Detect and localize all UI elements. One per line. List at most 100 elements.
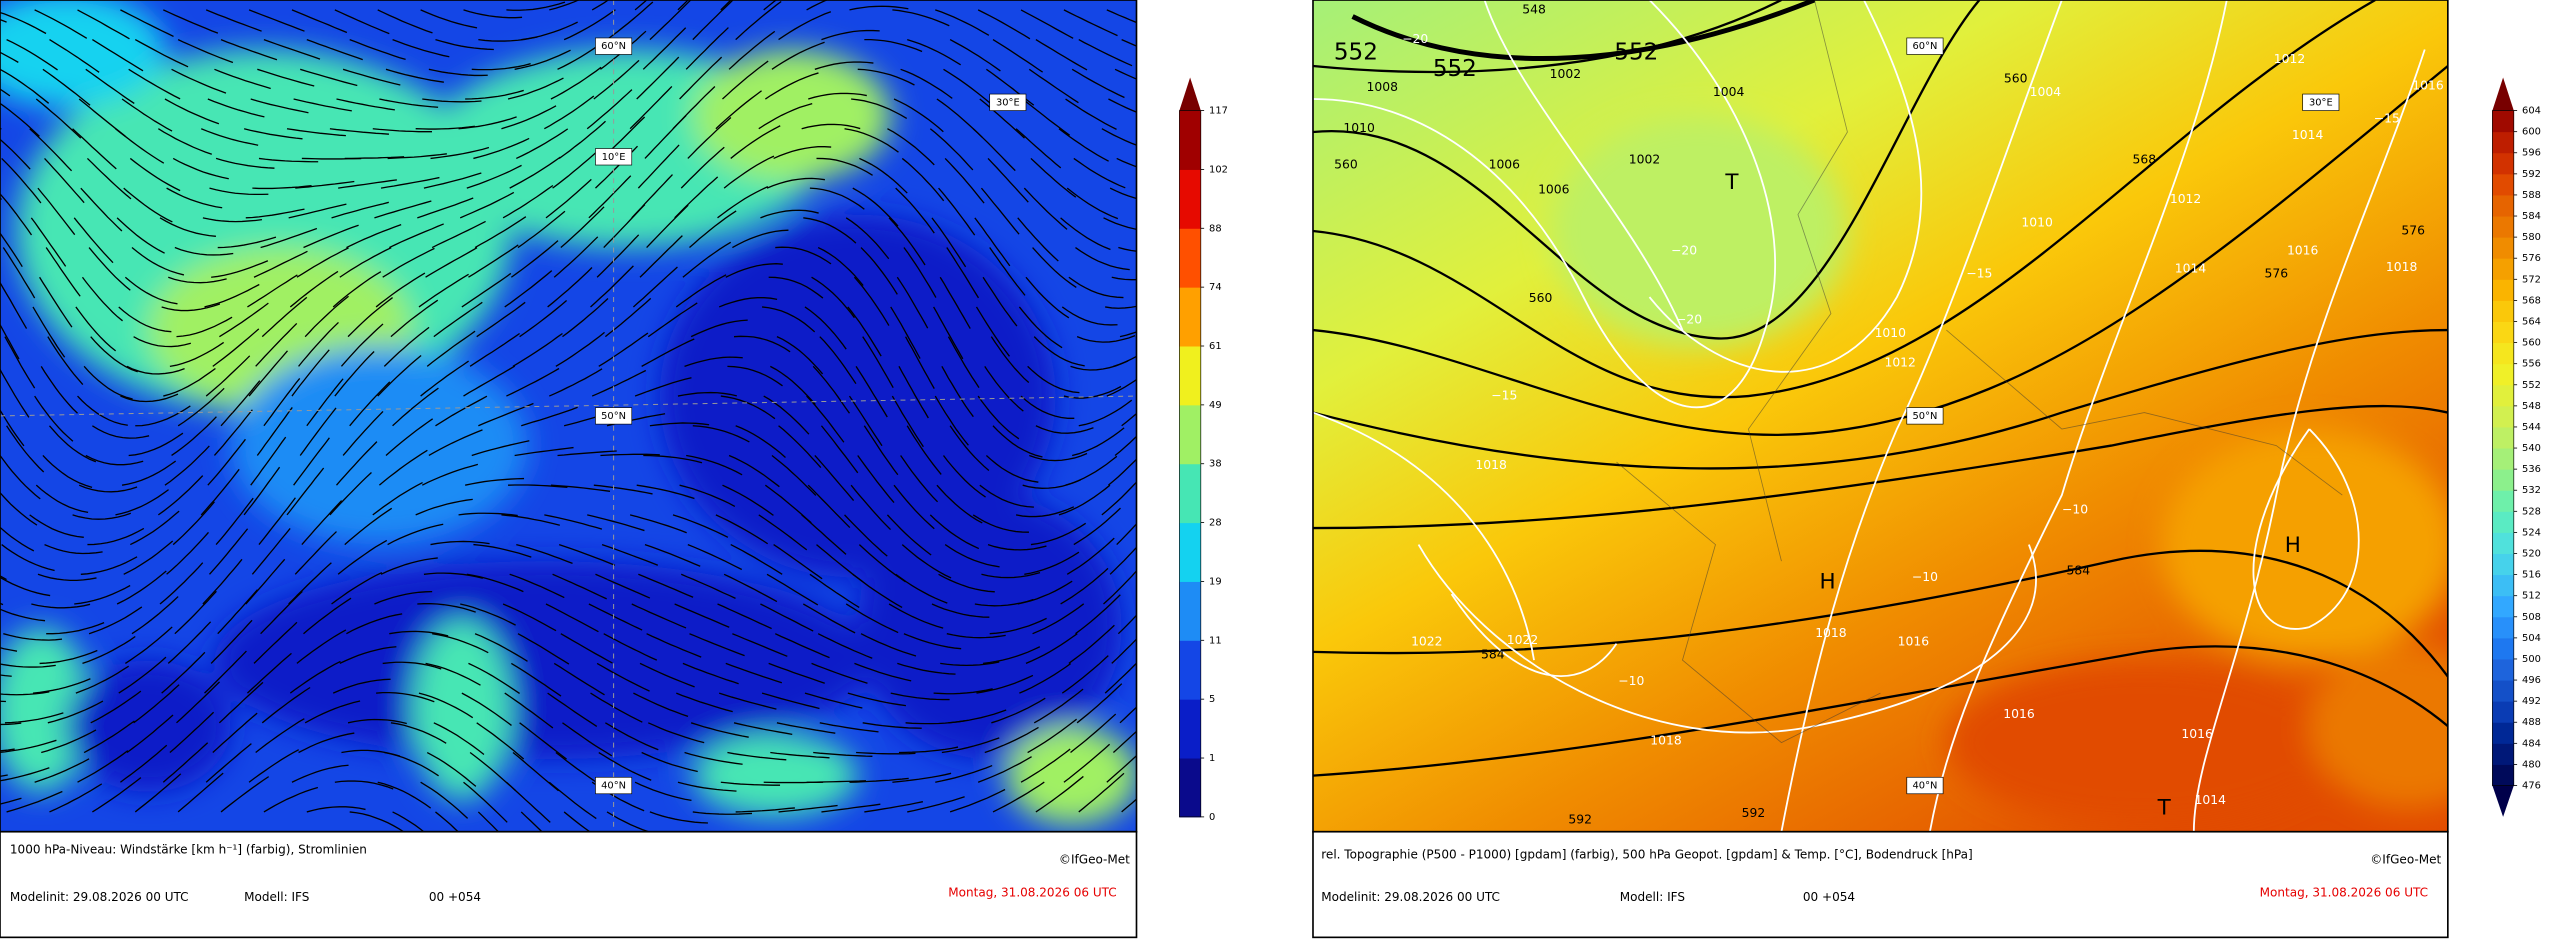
streamline bbox=[1060, 217, 1111, 251]
contour-label: 552 bbox=[1614, 39, 1658, 65]
streamline bbox=[124, 626, 173, 664]
map-label: 40°N bbox=[1913, 781, 1938, 792]
streamline bbox=[42, 455, 93, 488]
streamline bbox=[553, 662, 605, 696]
streamline bbox=[519, 722, 567, 760]
streamline bbox=[720, 781, 781, 786]
model: Modell: IFS bbox=[244, 890, 309, 904]
streamline bbox=[845, 603, 899, 634]
contour-label: 1018 bbox=[1650, 733, 1682, 747]
streamline bbox=[39, 649, 98, 665]
streamline bbox=[1, 544, 55, 572]
streamline bbox=[75, 306, 117, 352]
colorbar-segment bbox=[2492, 469, 2514, 491]
streamline bbox=[1060, 567, 1109, 605]
streamline bbox=[37, 573, 97, 582]
streamline bbox=[422, 98, 482, 103]
streamline bbox=[776, 336, 824, 375]
streamline bbox=[763, 395, 810, 435]
streamline bbox=[466, 164, 522, 189]
streamline bbox=[890, 692, 950, 701]
streamline bbox=[214, 68, 271, 90]
streamline bbox=[115, 128, 165, 164]
streamline bbox=[1018, 306, 1063, 349]
streamline bbox=[200, 468, 240, 516]
streamline bbox=[380, 176, 440, 189]
streamline bbox=[174, 590, 217, 635]
streamline bbox=[853, 276, 890, 326]
streamline bbox=[92, 777, 142, 813]
streamline bbox=[116, 217, 165, 254]
streamline bbox=[641, 338, 695, 367]
streamline bbox=[128, 68, 181, 100]
streamline bbox=[126, 365, 185, 375]
copyright: ©IfGeo-Met bbox=[1059, 852, 1130, 866]
streamline bbox=[123, 187, 173, 223]
streamline bbox=[208, 528, 249, 575]
streamline bbox=[674, 176, 719, 219]
streamline bbox=[634, 0, 648, 11]
label-box bbox=[989, 93, 1027, 111]
streamline bbox=[347, 718, 407, 725]
streamline bbox=[1035, 425, 1094, 434]
contour-label: 560 bbox=[2004, 72, 2028, 86]
colorbar-segment bbox=[1179, 522, 1201, 582]
colorbar-label: 524 bbox=[2522, 527, 2541, 538]
streamline bbox=[390, 722, 447, 744]
streamline bbox=[299, 407, 337, 456]
streamline bbox=[935, 9, 990, 36]
streamline bbox=[637, 144, 680, 189]
streamline bbox=[761, 692, 820, 710]
streamline bbox=[684, 751, 743, 765]
contour-label: 1016 bbox=[2181, 727, 2213, 741]
streamline bbox=[560, 633, 613, 664]
colorbar-segment bbox=[2492, 173, 2514, 196]
streamline bbox=[374, 200, 432, 219]
streamline bbox=[549, 368, 603, 397]
contour-label: −15 bbox=[1966, 266, 1992, 280]
streamline bbox=[0, 281, 28, 329]
streamline bbox=[732, 229, 789, 249]
streamline bbox=[893, 484, 935, 530]
streamline bbox=[1058, 128, 1109, 162]
colorbar-label: 38 bbox=[1209, 459, 1222, 470]
map-label: 30°E bbox=[2309, 97, 2333, 108]
contour-label: 584 bbox=[2067, 563, 2091, 577]
streamline bbox=[847, 306, 882, 357]
streamline bbox=[215, 157, 275, 169]
streamline bbox=[1103, 217, 1137, 230]
streamline bbox=[977, 395, 1020, 440]
streamline bbox=[692, 811, 753, 815]
colorbar-segment bbox=[2492, 511, 2514, 533]
streamline bbox=[418, 273, 469, 308]
streamline bbox=[545, 178, 592, 219]
streamline bbox=[1033, 336, 1085, 367]
streamline bbox=[251, 528, 291, 575]
streamline bbox=[778, 11, 832, 41]
contour-label: 1018 bbox=[1815, 626, 1847, 640]
colorbar-label: 0 bbox=[1209, 812, 1215, 823]
streamline bbox=[258, 497, 296, 546]
streamline bbox=[760, 209, 819, 219]
colorbar-label: 1 bbox=[1209, 753, 1215, 764]
streamline bbox=[689, 633, 745, 657]
streamline bbox=[159, 562, 204, 605]
colorbar-label: 88 bbox=[1209, 223, 1222, 234]
streamline bbox=[159, 217, 216, 237]
streamline bbox=[804, 306, 847, 350]
streamline bbox=[900, 455, 939, 503]
streamline bbox=[340, 323, 384, 367]
streamline bbox=[0, 323, 20, 360]
streamline bbox=[509, 156, 561, 189]
streamline bbox=[1030, 157, 1077, 198]
streamline bbox=[819, 722, 879, 733]
streamline bbox=[385, 68, 444, 83]
streamline bbox=[392, 38, 450, 58]
streamline bbox=[260, 590, 303, 635]
streamline bbox=[423, 172, 482, 189]
streamline bbox=[306, 38, 363, 61]
streamline bbox=[864, 801, 924, 813]
streamline bbox=[892, 772, 952, 783]
colorbar-segment bbox=[2492, 194, 2514, 217]
streamline bbox=[1061, 306, 1118, 326]
